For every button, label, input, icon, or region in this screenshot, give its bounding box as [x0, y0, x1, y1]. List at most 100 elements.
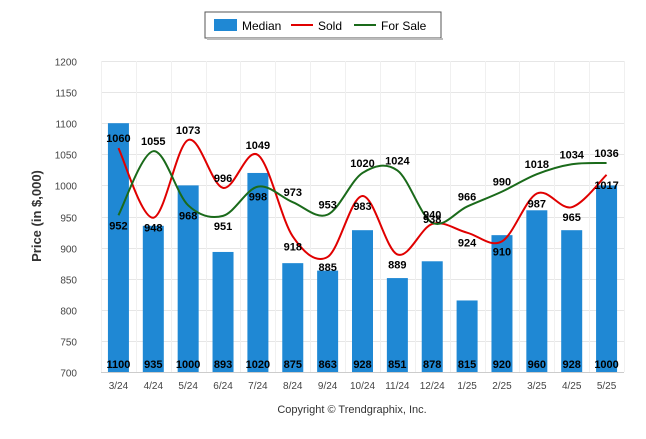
- for-sale-value-label: 953: [318, 200, 336, 212]
- y-tick-label: 1150: [55, 89, 77, 100]
- y-axis-title: Price (in $,000): [29, 170, 44, 262]
- x-tick-label: 5/24: [178, 381, 198, 392]
- legend-box: [204, 11, 442, 39]
- bar-median: [317, 270, 339, 372]
- x-tick-label: 4/24: [144, 381, 164, 392]
- bar-median: [282, 263, 304, 372]
- bar-value-label: 863: [318, 359, 336, 371]
- lines: 1060 952 948 1055 1073 968 996 951 1049 998 918 973…: [106, 125, 619, 274]
- y-axis: 700 750 800 850 900 950 1000 1050 1100 1150 1200: [55, 58, 78, 380]
- legend-sold-label: Sold: [318, 19, 342, 33]
- y-tick-label: 1200: [55, 58, 78, 69]
- y-tick-label: 900: [60, 245, 77, 256]
- sold-value-label: 918: [284, 241, 302, 253]
- bar-value-label: 920: [493, 359, 511, 371]
- sold-value-label: 924: [458, 238, 477, 250]
- for-sale-value-label: 951: [214, 221, 232, 233]
- bars: 1100 935 1000 893 1020 875 863 928 851 878 815 920 9…: [106, 123, 619, 372]
- bar-median: [526, 210, 548, 372]
- sold-value-label: 1073: [176, 125, 200, 137]
- bar-median: [177, 185, 199, 372]
- for-sale-value-label: 968: [179, 210, 197, 222]
- y-tick-label: 1000: [55, 182, 78, 193]
- legend-forsale-label: For Sale: [381, 19, 427, 33]
- bar-value-label: 928: [563, 359, 581, 371]
- y-tick-label: 1050: [55, 151, 78, 162]
- for-sale-value-label: 1034: [559, 149, 584, 161]
- legend-shadow: [207, 38, 443, 40]
- x-tick-label: 3/24: [109, 381, 129, 392]
- y-tick-label: 1100: [55, 120, 77, 131]
- legend-median-label: Median: [242, 19, 281, 33]
- bar-value-label: 875: [284, 359, 302, 371]
- for-sale-value-label: 973: [284, 187, 302, 199]
- x-tick-label: 1/25: [457, 381, 477, 392]
- bar-median: [456, 300, 478, 372]
- bar-value-label: 1000: [594, 359, 618, 371]
- sold-value-label: 983: [353, 201, 371, 213]
- bar-value-label: 1000: [176, 359, 200, 371]
- x-tick-label: 11/24: [385, 381, 410, 392]
- for-sale-value-label: 998: [249, 192, 267, 204]
- for-sale-value-label: 1036: [594, 148, 618, 160]
- line-sold: [117, 138, 608, 260]
- sold-value-label: 1049: [246, 140, 270, 152]
- bar-value-label: 1100: [106, 359, 130, 371]
- line-for-sale: [117, 150, 607, 225]
- bar-value-label: 893: [214, 359, 232, 371]
- bar-median: [352, 230, 373, 372]
- bar-median: [491, 235, 513, 372]
- bar-value-label: 928: [353, 359, 371, 371]
- x-tick-label: 6/24: [213, 381, 233, 392]
- bar-median: [107, 123, 129, 372]
- bar-median: [421, 261, 443, 372]
- y-tick-label: 750: [60, 338, 77, 349]
- sold-value-label: 965: [563, 212, 581, 224]
- sold-value-label: 1060: [106, 133, 130, 145]
- y-tick-label: 850: [60, 276, 77, 287]
- y-tick-label: 950: [60, 214, 77, 225]
- x-tick-label: 2/25: [492, 381, 512, 392]
- sold-value-label: 938: [423, 214, 441, 226]
- bar-value-label: 851: [388, 359, 406, 371]
- legend-median-swatch: [214, 19, 237, 31]
- x-tick-label: 8/24: [283, 381, 303, 392]
- y-tick-label: 700: [60, 369, 77, 380]
- x-tick-label: 9/24: [318, 381, 338, 392]
- sold-value-label: 885: [318, 262, 336, 274]
- sold-value-label: 948: [144, 223, 162, 235]
- for-sale-value-label: 990: [493, 177, 511, 189]
- bar-median: [142, 225, 164, 372]
- bar-median: [561, 230, 583, 372]
- bar-value-label: 935: [144, 359, 162, 371]
- sold-value-label: 889: [388, 259, 406, 271]
- x-axis: 3/24 4/24 5/24 6/24 7/24 8/24 9/24 10/24 11/24 12…: [101, 372, 624, 392]
- for-sale-value-label: 952: [109, 220, 127, 232]
- legend: Median Sold For Sale: [204, 11, 443, 40]
- for-sale-value-label: 966: [458, 192, 476, 204]
- sold-value-label: 910: [493, 246, 511, 258]
- x-tick-label: 4/25: [562, 381, 582, 392]
- bar-median: [596, 185, 618, 372]
- copyright-text: Copyright © Trendgraphix, Inc.: [277, 404, 426, 416]
- sold-value-label: 1017: [594, 180, 618, 192]
- x-tick-label: 12/24: [420, 381, 445, 392]
- x-tick-label: 10/24: [350, 381, 375, 392]
- x-tick-label: 3/25: [527, 381, 547, 392]
- for-sale-value-label: 1020: [350, 158, 374, 170]
- for-sale-value-label: 940: [423, 210, 441, 222]
- for-sale-value-label: 1018: [525, 159, 549, 171]
- sold-value-label: 996: [214, 173, 232, 185]
- bar-value-label: 1020: [246, 359, 270, 371]
- y-tick-label: 800: [60, 307, 77, 318]
- bar-value-label: 878: [423, 359, 441, 371]
- sold-value-label: 987: [528, 198, 546, 210]
- x-tick-label: 5/25: [597, 381, 617, 392]
- bar-median: [212, 251, 234, 372]
- bar-value-label: 815: [458, 359, 476, 371]
- bar-median: [247, 172, 269, 372]
- for-sale-value-label: 1055: [141, 136, 165, 148]
- bar-value-label: 960: [528, 359, 546, 371]
